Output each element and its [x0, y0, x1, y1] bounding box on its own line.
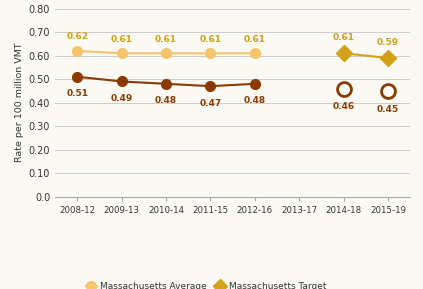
Text: 0.62: 0.62 [66, 32, 88, 41]
Text: 0.51: 0.51 [66, 89, 88, 98]
Text: 0.48: 0.48 [155, 96, 177, 105]
Text: 0.61: 0.61 [332, 33, 355, 42]
Legend: Massachusetts Average, Boston Region Average, Massachusetts Target, Boston Regio: Massachusetts Average, Boston Region Ave… [82, 279, 383, 289]
Text: 0.61: 0.61 [244, 35, 266, 44]
Text: 0.49: 0.49 [110, 94, 133, 103]
Text: 0.45: 0.45 [377, 105, 399, 114]
Text: 0.61: 0.61 [155, 35, 177, 44]
Text: 0.61: 0.61 [110, 35, 133, 44]
Text: 0.61: 0.61 [199, 35, 222, 44]
Text: 0.48: 0.48 [244, 96, 266, 105]
Y-axis label: Rate per 100 million VMT: Rate per 100 million VMT [16, 43, 25, 162]
Text: 0.46: 0.46 [332, 102, 355, 111]
Text: 0.47: 0.47 [199, 99, 222, 108]
Text: 0.59: 0.59 [377, 38, 399, 47]
